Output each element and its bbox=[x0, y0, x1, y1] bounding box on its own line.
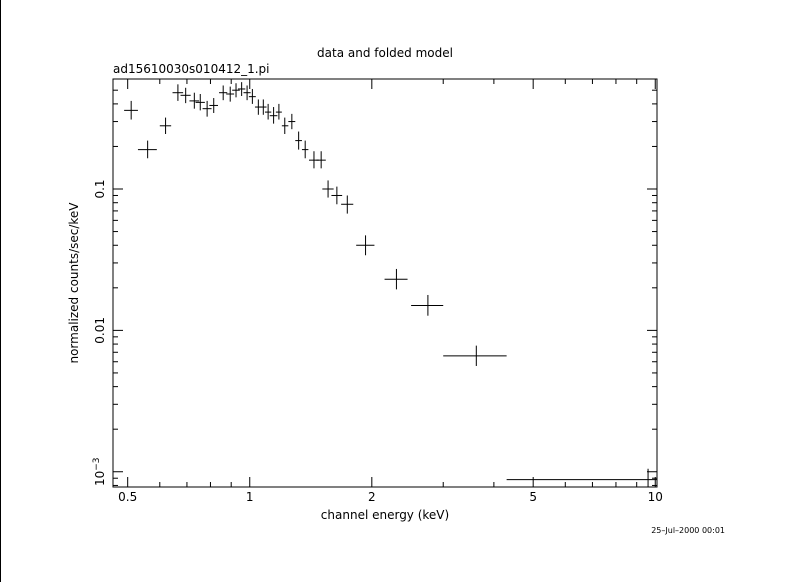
chart-title: data and folded model bbox=[317, 46, 453, 60]
y-tick-label-base: 0.1 bbox=[93, 179, 107, 198]
y-tick-label: 0.01 bbox=[93, 317, 107, 344]
plot-frame bbox=[112, 78, 658, 488]
x-tick-label: 0.5 bbox=[118, 490, 137, 504]
data-point bbox=[281, 117, 289, 134]
data-point bbox=[159, 117, 172, 134]
data-point bbox=[248, 88, 256, 104]
data-point bbox=[316, 151, 326, 169]
data-point bbox=[301, 140, 309, 159]
data-point bbox=[331, 186, 343, 205]
data-point bbox=[356, 235, 375, 256]
x-tick-label: 10 bbox=[648, 490, 663, 504]
y-tick-label: 0.1 bbox=[93, 179, 107, 198]
data-point bbox=[219, 85, 228, 101]
x-tick-label: 2 bbox=[368, 490, 376, 504]
y-axis-label: normalized counts/sec/keV bbox=[67, 202, 81, 364]
data-point bbox=[180, 87, 191, 104]
data-point bbox=[269, 107, 278, 124]
y-tick-label-base: 0.01 bbox=[93, 317, 107, 344]
data-point bbox=[237, 82, 246, 96]
data-point bbox=[295, 131, 302, 150]
timestamp: 25–Jul–2000 00:01 bbox=[651, 526, 725, 535]
data-point bbox=[260, 99, 267, 115]
x-tick-label: 1 bbox=[246, 490, 254, 504]
data-point bbox=[264, 103, 272, 120]
axis-ticks bbox=[113, 79, 657, 487]
data-points bbox=[124, 82, 657, 487]
data-point bbox=[384, 268, 408, 290]
data-point bbox=[232, 83, 240, 98]
data-point bbox=[275, 103, 282, 120]
data-point bbox=[226, 86, 235, 102]
data-point bbox=[195, 93, 205, 111]
data-point bbox=[411, 294, 444, 316]
data-point bbox=[209, 98, 218, 113]
chart-subtitle: ad15610030s010412_1.pi bbox=[113, 62, 270, 76]
y-tick-label: 10−3 bbox=[92, 457, 107, 486]
data-point bbox=[341, 195, 354, 214]
data-point bbox=[243, 85, 251, 101]
data-point bbox=[124, 100, 138, 120]
x-axis-label: channel energy (keV) bbox=[321, 508, 449, 522]
data-point bbox=[189, 92, 200, 109]
data-point bbox=[172, 84, 184, 101]
data-point bbox=[137, 140, 157, 159]
data-point bbox=[202, 100, 212, 117]
data-point bbox=[322, 180, 334, 198]
window-left-edge bbox=[0, 0, 1, 582]
y-tick-label-exponent: −3 bbox=[92, 457, 102, 470]
data-point bbox=[443, 345, 507, 366]
data-point bbox=[506, 468, 657, 487]
data-point bbox=[288, 113, 296, 130]
y-tick-label-base: 10 bbox=[93, 471, 107, 486]
x-tick-label: 5 bbox=[529, 490, 537, 504]
